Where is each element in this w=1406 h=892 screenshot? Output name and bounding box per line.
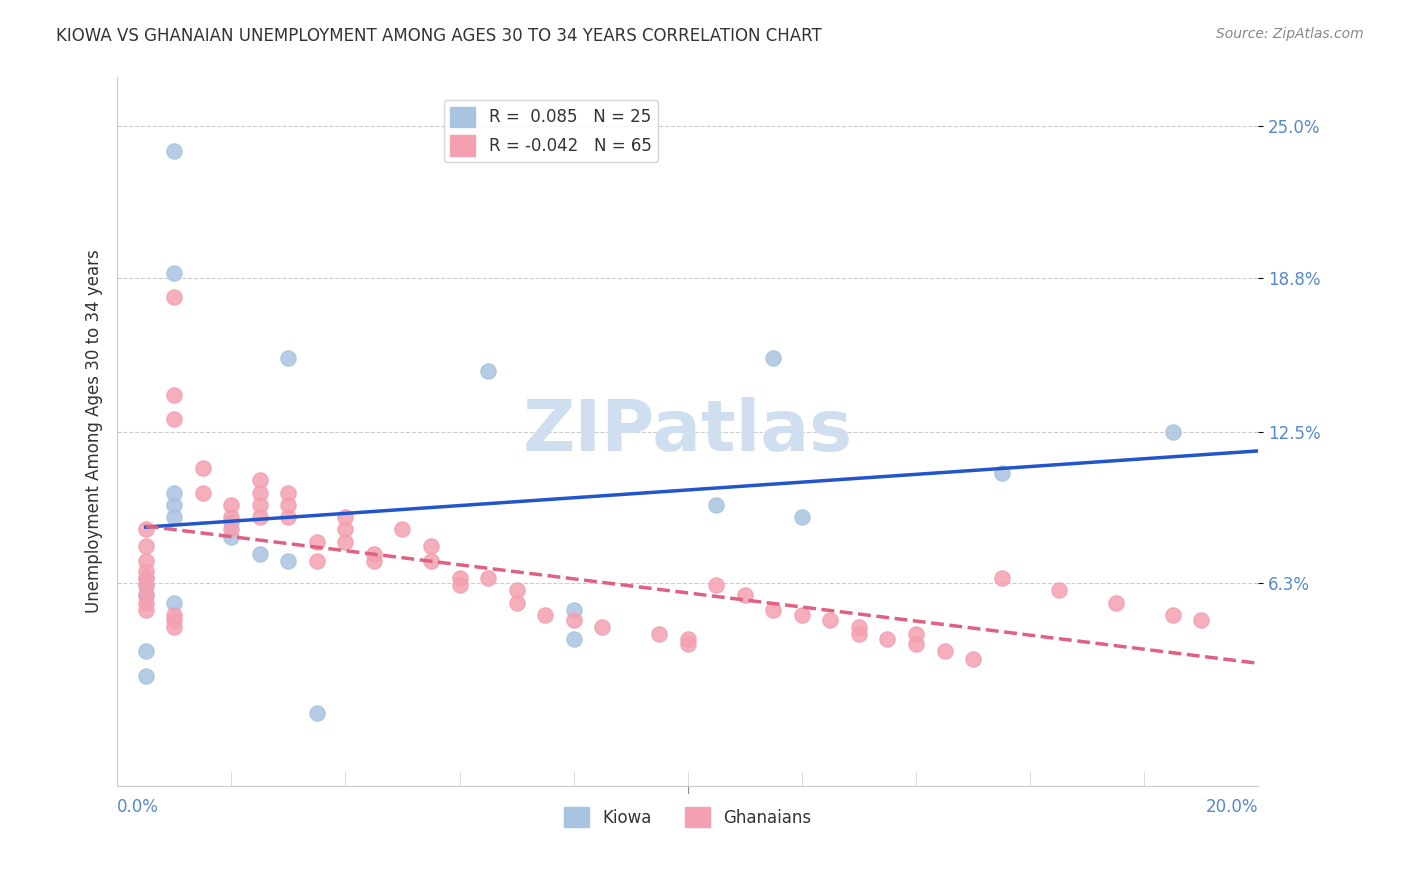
Point [704,578,727,592]
Point [135,571,157,585]
Point [305,554,328,568]
Point [420,540,443,554]
Point [363,554,385,568]
Point [135,588,157,602]
Point [163,144,186,158]
Point [391,522,413,536]
Point [962,652,984,666]
Point [305,534,328,549]
Legend: Kiowa, Ghanaians: Kiowa, Ghanaians [557,800,818,834]
Point [135,588,157,602]
Point [762,351,785,366]
Point [876,632,898,647]
Point [790,510,813,524]
Point [163,596,186,610]
Point [221,498,243,512]
Point [734,588,756,602]
Point [505,596,527,610]
Point [562,613,585,627]
Point [277,498,299,512]
Point [135,522,157,536]
Point [221,515,243,529]
Point [848,620,870,634]
Point [820,613,842,627]
Point [277,351,299,366]
Point [591,620,613,634]
Point [904,627,927,641]
Point [135,596,157,610]
Point [163,607,186,622]
Point [135,603,157,617]
Point [676,632,699,647]
Point [163,498,186,512]
Point [305,706,328,720]
Point [1189,613,1212,627]
Point [221,522,243,536]
Point [249,498,271,512]
Point [1161,425,1184,439]
Point [477,363,499,377]
Point [221,510,243,524]
Point [135,644,157,658]
Point [477,571,499,585]
Text: ZIPatlas: ZIPatlas [523,397,853,467]
Point [163,290,186,304]
Point [534,607,557,622]
Point [163,485,186,500]
Point [990,571,1012,585]
Point [163,613,186,627]
Point [135,571,157,585]
Point [848,627,870,641]
Point [163,412,186,426]
Point [904,637,927,651]
Point [191,461,214,475]
Point [505,583,527,598]
Point [135,564,157,578]
Point [1047,583,1070,598]
Point [562,603,585,617]
Text: Source: ZipAtlas.com: Source: ZipAtlas.com [1216,27,1364,41]
Point [335,534,357,549]
Point [449,578,471,592]
Point [420,554,443,568]
Point [249,485,271,500]
Point [335,510,357,524]
Point [676,637,699,651]
Point [249,510,271,524]
Point [363,547,385,561]
Point [221,530,243,544]
Point [135,669,157,683]
Point [790,607,813,622]
Text: KIOWA VS GHANAIAN UNEMPLOYMENT AMONG AGES 30 TO 34 YEARS CORRELATION CHART: KIOWA VS GHANAIAN UNEMPLOYMENT AMONG AGE… [56,27,823,45]
Point [163,266,186,280]
Point [1105,596,1128,610]
Text: 20.0%: 20.0% [1206,798,1258,816]
Point [762,603,785,617]
Point [163,510,186,524]
Point [135,578,157,592]
Point [277,485,299,500]
Point [191,485,214,500]
Point [249,547,271,561]
Point [704,498,727,512]
Point [277,554,299,568]
Point [135,554,157,568]
Y-axis label: Unemployment Among Ages 30 to 34 years: Unemployment Among Ages 30 to 34 years [86,250,103,614]
Point [648,627,671,641]
Point [163,388,186,402]
Point [562,632,585,647]
Point [135,540,157,554]
Point [449,571,471,585]
Point [163,620,186,634]
Point [934,644,956,658]
Point [249,474,271,488]
Point [135,578,157,592]
Text: 0.0%: 0.0% [117,798,159,816]
Point [277,510,299,524]
Point [335,522,357,536]
Point [1161,607,1184,622]
Point [990,466,1012,480]
